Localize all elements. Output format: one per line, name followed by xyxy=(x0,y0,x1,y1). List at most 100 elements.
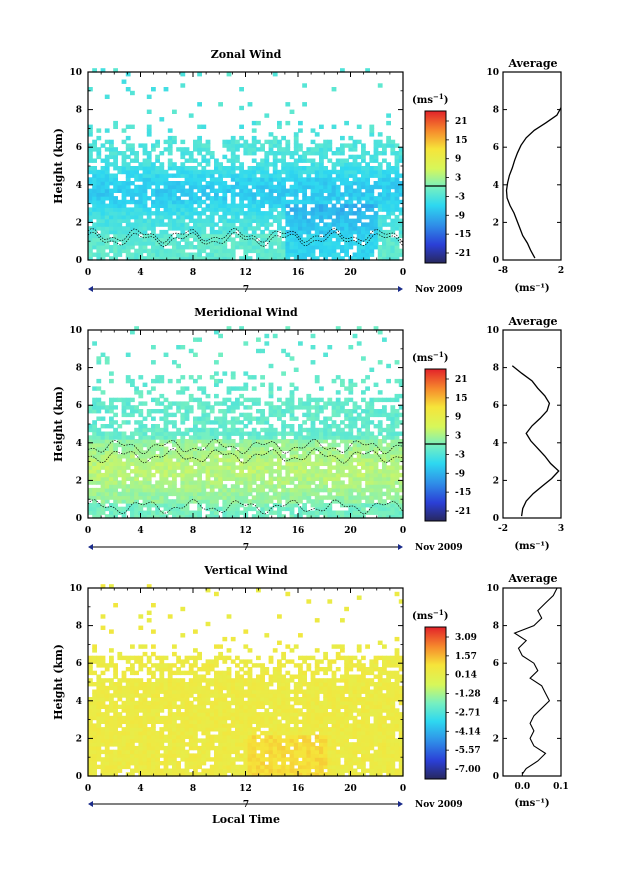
heatmap-cell xyxy=(96,708,102,713)
heatmap-cell xyxy=(239,203,244,208)
heatmap-cell xyxy=(222,435,228,440)
heatmap-cell xyxy=(239,181,244,186)
heatmap-cell xyxy=(92,506,97,512)
heatmap-cell xyxy=(272,491,278,497)
heatmap-cell xyxy=(251,401,257,406)
heatmap-cell xyxy=(138,614,144,619)
heatmap-cell xyxy=(130,499,135,504)
heatmap-cell xyxy=(109,222,114,227)
heatmap-cell xyxy=(167,465,173,470)
heatmap-cell xyxy=(298,229,303,235)
heatmap-cell xyxy=(201,431,207,436)
heatmap-cell xyxy=(323,166,328,171)
heatmap-cell xyxy=(226,207,232,212)
heatmap-cell xyxy=(243,143,249,148)
heatmap-cell xyxy=(361,495,366,500)
heatmap-cell xyxy=(218,420,223,425)
heatmap-cell xyxy=(222,450,228,455)
heatmap-cell xyxy=(298,491,303,497)
heatmap-cell xyxy=(356,435,362,440)
heatmap-cell xyxy=(327,226,333,231)
heatmap-cell xyxy=(382,233,387,239)
heatmap-cell xyxy=(172,644,177,649)
heatmap-cell xyxy=(113,742,118,747)
heatmap-cell xyxy=(159,450,165,455)
heatmap-cell xyxy=(96,177,102,182)
heatmap-cell xyxy=(117,397,123,403)
heatmap-cell xyxy=(92,158,97,163)
heatmap-cell xyxy=(306,454,312,459)
heatmap-cell xyxy=(268,229,274,235)
heatmap-cell xyxy=(104,405,110,410)
heatmap-cell xyxy=(109,226,114,231)
heatmap-cell xyxy=(201,424,207,429)
heatmap-cell xyxy=(155,431,160,436)
heatmap-cell xyxy=(226,495,232,500)
heatmap-cell xyxy=(134,715,139,721)
heatmap-cell xyxy=(306,442,312,448)
heatmap-cell xyxy=(113,768,118,773)
heatmap-cell xyxy=(104,147,110,152)
heatmap-cell xyxy=(113,480,118,485)
heatmap-cell xyxy=(344,491,349,497)
heatmap-cell xyxy=(155,757,160,762)
y-tick-label: 8 xyxy=(76,364,82,374)
heatmap-cell xyxy=(109,237,114,242)
heatmap-cell xyxy=(365,446,370,451)
heatmap-cell xyxy=(222,416,228,421)
heatmap-cell xyxy=(285,472,291,478)
heatmap-cell xyxy=(167,457,173,463)
heatmap-cell xyxy=(264,166,270,171)
heatmap-cell xyxy=(109,454,114,459)
heatmap-cell xyxy=(310,252,316,257)
heatmap-cell xyxy=(277,124,282,129)
heatmap-cell xyxy=(289,503,295,508)
heatmap-cell xyxy=(390,442,396,448)
heatmap-cell xyxy=(298,435,303,440)
heatmap-cell xyxy=(205,480,211,485)
heatmap-cell xyxy=(172,424,177,429)
heatmap-cell xyxy=(113,670,118,676)
heatmap-cell xyxy=(369,503,375,508)
heatmap-cell xyxy=(352,147,358,152)
heatmap-cell xyxy=(117,761,123,766)
heatmap-cell xyxy=(155,510,160,515)
heatmap-cell xyxy=(88,723,93,728)
heatmap-cell xyxy=(302,461,307,466)
heatmap-cell xyxy=(272,333,278,339)
heatmap-cell xyxy=(172,166,177,171)
heatmap-cell xyxy=(373,237,379,242)
heatmap-cell xyxy=(386,514,391,519)
heatmap-cell xyxy=(373,241,379,246)
heatmap-cell xyxy=(138,203,144,208)
heatmap-cell xyxy=(172,719,177,724)
heatmap-cell xyxy=(251,469,257,474)
heatmap-cell xyxy=(377,510,383,515)
heatmap-cell xyxy=(214,450,219,455)
heatmap-cell xyxy=(277,499,282,504)
heatmap-cell xyxy=(138,655,144,661)
heatmap-cell xyxy=(146,655,152,661)
heatmap-cell xyxy=(310,439,316,444)
heatmap-cell xyxy=(302,158,307,163)
heatmap-cell xyxy=(386,412,391,418)
heatmap-cell xyxy=(256,184,261,190)
heatmap-cell xyxy=(230,506,236,512)
heatmap-cell xyxy=(365,256,370,261)
heatmap-cell xyxy=(113,764,118,770)
heatmap-cell xyxy=(331,211,337,216)
heatmap-cell xyxy=(293,454,299,459)
heatmap-cell xyxy=(344,409,349,414)
heatmap-cell xyxy=(268,222,274,227)
heatmap-cell xyxy=(386,207,391,212)
date-label: Nov 2009 xyxy=(415,543,463,553)
heatmap-cell xyxy=(289,252,295,257)
heatmap-cell xyxy=(176,147,181,152)
heatmap-cell xyxy=(88,450,93,455)
heatmap-cell xyxy=(176,446,181,451)
heatmap-cell xyxy=(319,476,324,481)
heatmap-cell xyxy=(298,214,303,220)
heatmap-cell xyxy=(104,457,110,463)
heatmap-cell xyxy=(193,514,198,519)
heatmap-cell xyxy=(193,469,198,474)
